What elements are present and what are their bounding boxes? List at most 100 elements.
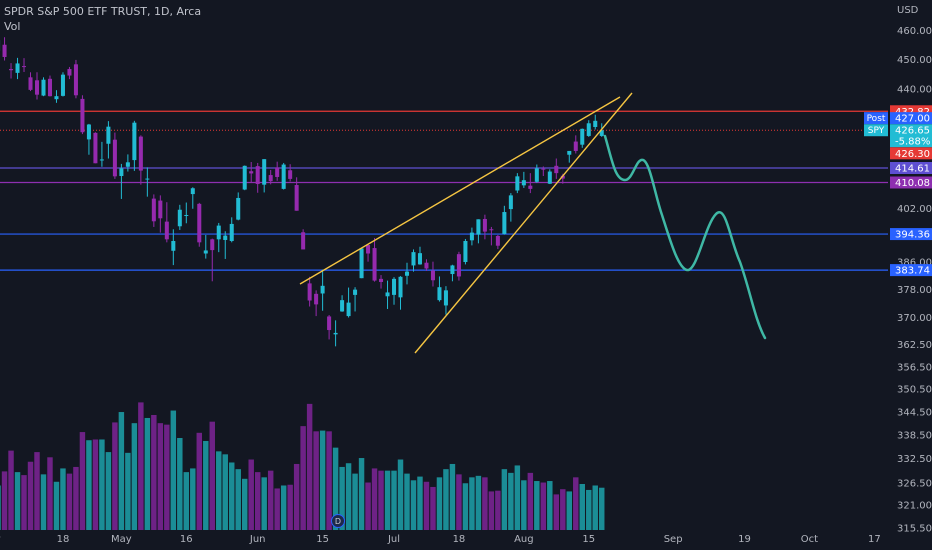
- volume-bar: [339, 466, 345, 530]
- volume-bar: [248, 459, 254, 530]
- volume-bar: [8, 450, 14, 530]
- volume-bar: [216, 451, 222, 530]
- volume-bar: [527, 472, 534, 530]
- candle-body: [268, 175, 273, 182]
- volume-bar: [177, 438, 183, 530]
- candle-body: [580, 128, 585, 145]
- currency-label: USD: [897, 5, 919, 16]
- candle-body: [158, 200, 163, 219]
- volume-bar: [300, 426, 306, 530]
- volume-bar: [430, 486, 436, 530]
- volume-bar: [138, 402, 144, 530]
- candle-body: [242, 165, 247, 190]
- x-tick-label: 17: [868, 534, 881, 545]
- candle-body: [145, 178, 150, 180]
- volume-bar: [34, 452, 40, 530]
- x-tick-label: 15: [316, 534, 329, 545]
- quote-value: 426.30: [895, 149, 930, 160]
- candle-body: [515, 176, 520, 191]
- volume-bar: [53, 481, 60, 530]
- candle-body: [28, 77, 33, 90]
- candle-body: [560, 175, 565, 179]
- y-tick-label: 386.00: [897, 257, 932, 268]
- candle-body: [9, 69, 14, 71]
- volume-bar: [60, 468, 66, 530]
- y-tick-label: 450.00: [897, 55, 932, 66]
- candle-body: [177, 209, 182, 227]
- quote-badge: [890, 147, 932, 160]
- y-tick-label: 356.50: [897, 362, 932, 373]
- x-tick-label: 19: [738, 534, 751, 545]
- x-tick-label: May: [111, 534, 132, 545]
- volume-label: Vol: [4, 20, 20, 33]
- y-tick-label: 321.00: [897, 501, 932, 512]
- volume-bar: [326, 431, 332, 530]
- quote-name-badge: [864, 112, 888, 125]
- candle-body: [171, 240, 176, 251]
- level-badge-text: 383.74: [895, 266, 930, 277]
- volume-bar: [553, 494, 560, 530]
- candle-body: [417, 253, 422, 265]
- volume-bar: [534, 481, 540, 530]
- volume-bar: [280, 485, 287, 530]
- volume-bar: [449, 463, 456, 530]
- candle-body: [372, 248, 377, 281]
- volume-bar: [332, 447, 339, 530]
- level-badge: [890, 176, 932, 189]
- y-tick-label: 350.50: [897, 385, 932, 396]
- x-tick-label: Jun: [249, 534, 266, 545]
- x-tick-label: Sep: [664, 534, 683, 545]
- x-tick-label: 16: [180, 534, 193, 545]
- volume-bar: [501, 469, 508, 530]
- candle-body: [586, 123, 591, 136]
- axes: 460.00 450.00 440.00 402.00 386.00 378.00 370.…: [0, 26, 932, 550]
- trend-line: [299, 96, 621, 285]
- volume-bar: [209, 421, 215, 530]
- quote-badge: [890, 124, 932, 148]
- volume-bar: [1, 471, 8, 530]
- candle-body: [22, 66, 27, 68]
- candle-body: [2, 44, 7, 57]
- volume-bar: [495, 490, 501, 530]
- volume-bar: [547, 481, 553, 530]
- x-tick-label: 15: [582, 534, 595, 545]
- volume-bar: [417, 476, 423, 530]
- quote-value: 426.65: [895, 126, 930, 137]
- volume-bar: [112, 422, 118, 530]
- candle-body: [411, 252, 416, 266]
- level-badge-text: 414.61: [895, 163, 930, 174]
- candle-body: [327, 316, 332, 331]
- candle-body: [164, 221, 169, 240]
- x-tick-label: 18: [453, 534, 466, 545]
- candle-body: [424, 262, 429, 269]
- x-tick-label: 18: [57, 534, 70, 545]
- candle-body: [86, 124, 91, 140]
- volume-bar: [274, 488, 280, 530]
- y-tick-label: 460.00: [897, 26, 932, 37]
- volume-bar: [105, 452, 112, 530]
- candle-body: [404, 271, 410, 276]
- candle-body: [249, 171, 254, 174]
- candle-body: [54, 96, 59, 100]
- volume-bar: [267, 470, 274, 530]
- candle-body: [528, 185, 533, 189]
- candle-body: [567, 150, 572, 155]
- candle-body: [359, 248, 364, 279]
- candle-body: [288, 170, 293, 179]
- volume-bar: [79, 432, 86, 530]
- candle-body: [125, 162, 130, 167]
- volume-bar: [313, 431, 319, 530]
- volume-bar: [423, 481, 430, 530]
- volume-bar: [371, 468, 378, 530]
- volume-bar: [397, 459, 404, 530]
- candle-body: [197, 203, 202, 243]
- volume-bar: [14, 472, 21, 530]
- candle-body: [255, 166, 260, 185]
- quote-change: -5.88%: [895, 137, 930, 148]
- candles: [0, 37, 604, 347]
- volume-bar: [0, 485, 1, 530]
- candle-body: [229, 223, 234, 241]
- volume-bar: [560, 489, 566, 530]
- candle-body: [320, 285, 325, 294]
